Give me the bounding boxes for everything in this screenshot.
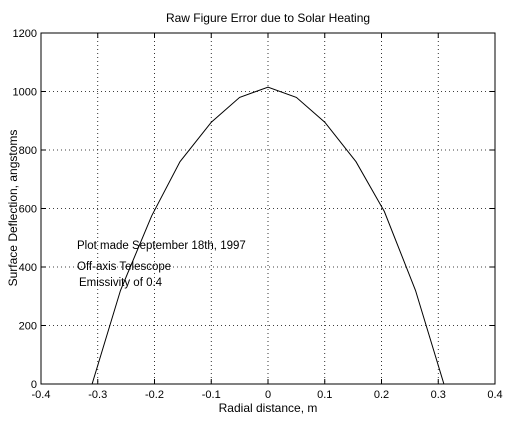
x-tick-label: 0.3 [431,389,446,401]
y-tick-label: 800 [19,145,37,157]
x-tick-label: 0.2 [374,389,389,401]
x-tick-label: -0.4 [32,389,51,401]
series [91,86,445,385]
x-tick-label: -0.1 [202,389,221,401]
x-tick-label: 0.1 [317,389,332,401]
annotation-telescope: Off-axis Telescope [77,261,171,273]
series-line [91,86,445,385]
y-tick-label: 200 [19,321,37,333]
x-axis-label: Radial distance, m [219,401,318,415]
x-tick-label: 0.4 [487,389,502,401]
annotation-plot-date: Plot made September 18th, 1997 [77,240,246,252]
grid [41,33,495,384]
y-tick-label: 600 [19,204,37,216]
y-tick-label: 0 [31,379,37,391]
annotation-emissivity: Emissivity of 0.4 [79,277,163,289]
y-tick-label: 1000 [13,87,37,99]
x-tick-label: 0 [265,389,271,401]
x-tick-label: -0.3 [88,389,107,401]
y-tick-label: 1200 [13,28,37,40]
y-axis-label: Surface Deflection, angstoms [6,130,20,287]
chart-title: Raw Figure Error due to Solar Heating [166,11,370,25]
x-tick-label: -0.2 [145,389,164,401]
axis-ticks: -0.4 -0.3 -0.2 -0.1 0 0.1 0.2 0.3 0.4 0 200 400 600 8… [13,28,503,401]
y-tick-label: 400 [19,262,37,274]
